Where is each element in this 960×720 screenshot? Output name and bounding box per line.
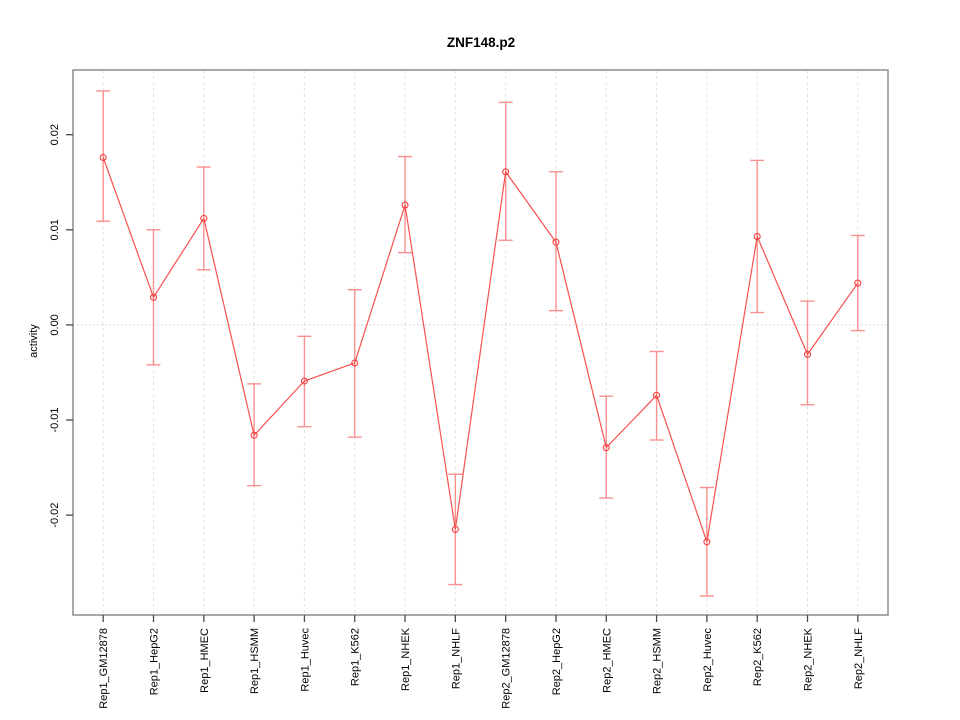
data-point (300, 377, 308, 385)
x-tick-label: Rep1_HepG2 (148, 628, 160, 695)
data-point (753, 232, 761, 240)
data-point (803, 350, 812, 358)
x-tick-label: Rep2_NHEK (803, 627, 815, 691)
x-tick-label: Rep2_HepG2 (551, 628, 563, 695)
data-point (200, 214, 208, 222)
data-point (99, 153, 107, 162)
y-tick-label: -0.01 (49, 407, 61, 432)
y-tick-label: 0.02 (49, 124, 61, 145)
x-tick-label: Rep1_GM12878 (98, 628, 110, 709)
x-tick-label: Rep2_K562 (752, 628, 764, 686)
x-tick-label: Rep1_NHLF (450, 628, 462, 689)
x-tick-label: Rep1_NHEK (400, 627, 412, 691)
x-tick-label: Rep2_HMEC (601, 628, 613, 693)
data-point (351, 359, 359, 367)
data-point (149, 293, 158, 301)
x-tick-label: Rep2_HSMM (652, 628, 664, 694)
data-point (854, 279, 862, 287)
x-tick-label: Rep1_Huvec (299, 628, 311, 692)
x-tick-label: Rep1_K562 (350, 628, 362, 686)
series-line (102, 157, 859, 542)
x-tick-label: Rep1_HSMM (249, 628, 261, 694)
data-point (401, 201, 409, 209)
data-point (250, 431, 258, 439)
y-tick-label: -0.02 (49, 503, 61, 528)
x-tick-label: Rep2_NHLF (853, 628, 865, 689)
data-point (502, 168, 510, 176)
data-point (703, 538, 711, 546)
chart-title: ZNF148.p2 (447, 35, 515, 50)
x-tick-label: Rep2_Huvec (702, 628, 714, 692)
data-point (653, 391, 661, 399)
plot-frame (72, 69, 889, 616)
y-tick-label: 0.01 (49, 219, 61, 240)
y-tick-label: 0.00 (49, 314, 61, 335)
x-tick-label: Rep2_GM12878 (501, 628, 513, 709)
data-point (602, 444, 610, 452)
x-tick-label: Rep1_HMEC (199, 628, 211, 693)
data-point (552, 238, 560, 246)
data-point (451, 525, 459, 533)
y-axis-title: activity (28, 324, 40, 358)
